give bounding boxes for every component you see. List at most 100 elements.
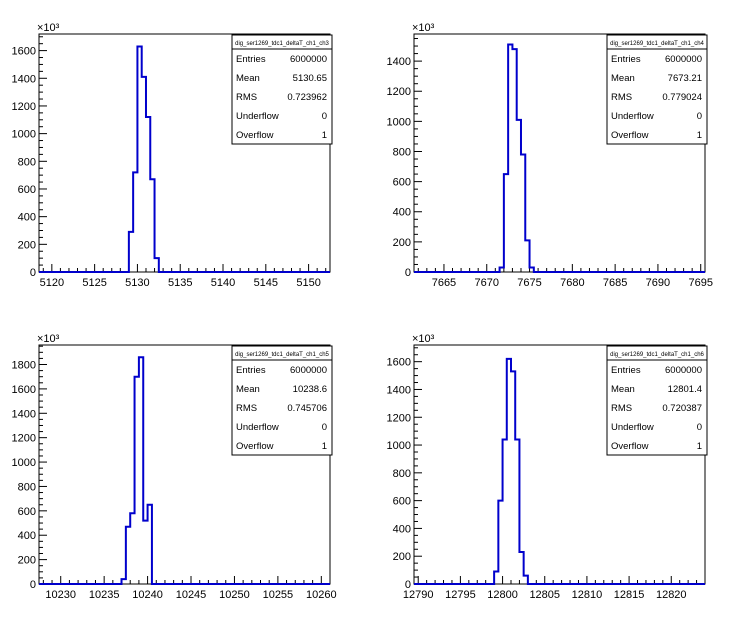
y-exponent-label: ×10³: [412, 22, 435, 34]
histogram-line: [414, 43, 705, 273]
x-tick-label: 7675: [517, 277, 541, 289]
stat-label: Underflow: [236, 111, 279, 122]
histogram-bin-1: [122, 579, 126, 584]
x-tick-label: 10255: [263, 589, 294, 601]
y-tick-label: 800: [18, 481, 36, 493]
stat-label: Entries: [611, 365, 641, 376]
y-tick-label: 200: [18, 555, 36, 567]
histogram-bin-4: [142, 77, 146, 272]
stat-value: 0: [322, 111, 327, 122]
stat-value: 0: [697, 422, 702, 433]
stat-label: RMS: [611, 92, 632, 103]
x-tick-label: 12815: [614, 589, 645, 601]
y-tick-label: 1000: [12, 129, 36, 141]
y-exponent-label: ×10³: [412, 333, 435, 345]
stat-value: 6000000: [665, 54, 702, 65]
y-tick-label: 0: [30, 579, 36, 591]
y-tick-label: 600: [393, 177, 411, 189]
stats-box: dig_ser1269_tdc1_deltaT_ch1_ch5 Entries 60…: [231, 345, 333, 456]
y-tick-label: 1000: [387, 440, 411, 452]
histogram-panel-3: ×10³ 0 200 400 600 800 1000 1200 1400 1600 1800 102…: [12, 333, 337, 601]
stat-value: 1: [322, 441, 327, 452]
histogram-bin-1: [494, 571, 498, 584]
y-tick-label: 1600: [12, 384, 36, 396]
y-tick-label: 1600: [12, 46, 36, 58]
y-tick-label: 800: [18, 156, 36, 168]
stats-box-frame: [606, 345, 708, 456]
histogram-bin-3: [130, 513, 134, 584]
y-tick-label: 1000: [387, 116, 411, 128]
histogram-bin-3: [137, 46, 141, 272]
histogram-bin-4: [512, 49, 516, 272]
histogram-panel-1: ×10³ 0 200 400 600 800 1000 1200 1400 1600 5120 512…: [12, 22, 333, 289]
y-tick-label: 400: [18, 212, 36, 224]
y-tick-label: 400: [393, 523, 411, 535]
stat-label: Underflow: [611, 111, 654, 122]
y-tick-label: 200: [18, 239, 36, 251]
stats-box: dig_ser1269_tdc1_deltaT_ch1_ch6 Entries 60…: [606, 345, 708, 456]
stat-label: Overflow: [236, 441, 274, 452]
x-tick-label: 5125: [82, 277, 106, 289]
y-tick-label: 1400: [387, 384, 411, 396]
stat-label: Mean: [611, 384, 635, 395]
x-tick-label: 12790: [403, 589, 434, 601]
stat-label: RMS: [611, 403, 632, 414]
x-tick-label: 5120: [40, 277, 64, 289]
histogram-line: [39, 356, 330, 585]
stats-box-frame: [606, 34, 708, 145]
stat-value: 1: [322, 130, 327, 141]
stat-value: 0.779024: [662, 92, 702, 103]
stat-label: Underflow: [236, 422, 279, 433]
y-tick-label: 1000: [12, 457, 36, 469]
y-tick-label: 200: [393, 551, 411, 563]
histogram-bin-3: [503, 439, 507, 584]
x-tick-label: 5130: [125, 277, 149, 289]
stat-value: 6000000: [665, 365, 702, 376]
x-tick-label: 7670: [475, 277, 499, 289]
histogram-bin-2: [498, 501, 502, 584]
histogram-title: dig_ser1269_tdc1_deltaT_ch1_ch3: [235, 41, 329, 47]
y-tick-label: 400: [393, 207, 411, 219]
histogram-bin-7: [155, 258, 159, 272]
stat-label: Underflow: [611, 422, 654, 433]
histogram-bin-7: [525, 240, 529, 272]
x-tick-label: 5140: [211, 277, 235, 289]
y-tick-label: 800: [393, 146, 411, 158]
x-tick-label: 10235: [89, 589, 120, 601]
histogram-bin-3: [508, 45, 512, 272]
y-tick-label: 600: [18, 184, 36, 196]
y-tick-label: 1800: [12, 360, 36, 372]
x-tick-label: 12795: [445, 589, 476, 601]
x-tick-label: 12810: [572, 589, 603, 601]
stat-label: Mean: [236, 384, 260, 395]
y-tick-label: 0: [405, 579, 411, 591]
y-tick-label: 1400: [12, 73, 36, 85]
y-tick-label: 1200: [387, 412, 411, 424]
x-tick-label: 12820: [656, 589, 687, 601]
y-tick-label: 200: [393, 237, 411, 249]
stat-label: RMS: [236, 92, 257, 103]
stats-box-frame: [231, 34, 333, 145]
histogram-bin-6: [150, 179, 154, 272]
x-tick-label: 7690: [646, 277, 670, 289]
y-tick-label: 1600: [387, 357, 411, 369]
histogram-title: dig_ser1269_tdc1_deltaT_ch1_ch5: [235, 352, 329, 358]
stat-label: RMS: [236, 403, 257, 414]
y-tick-label: 600: [393, 496, 411, 508]
stat-value: 6000000: [290, 54, 327, 65]
stat-value: 1: [697, 130, 702, 141]
histogram-bin-2: [133, 172, 137, 272]
histogram-bin-2: [126, 527, 130, 584]
histogram-bin-7: [519, 552, 523, 584]
histogram-bin-5: [511, 371, 515, 584]
x-tick-label: 5135: [168, 277, 192, 289]
y-tick-label: 1200: [12, 101, 36, 113]
stat-value: 0.723962: [287, 92, 327, 103]
stat-value: 7673.21: [668, 73, 702, 84]
stat-value: 0.745706: [287, 403, 327, 414]
stat-label: Overflow: [611, 441, 649, 452]
y-tick-label: 1200: [12, 433, 36, 445]
y-exponent-label: ×10³: [37, 333, 60, 345]
histogram-bin-4: [507, 359, 511, 584]
